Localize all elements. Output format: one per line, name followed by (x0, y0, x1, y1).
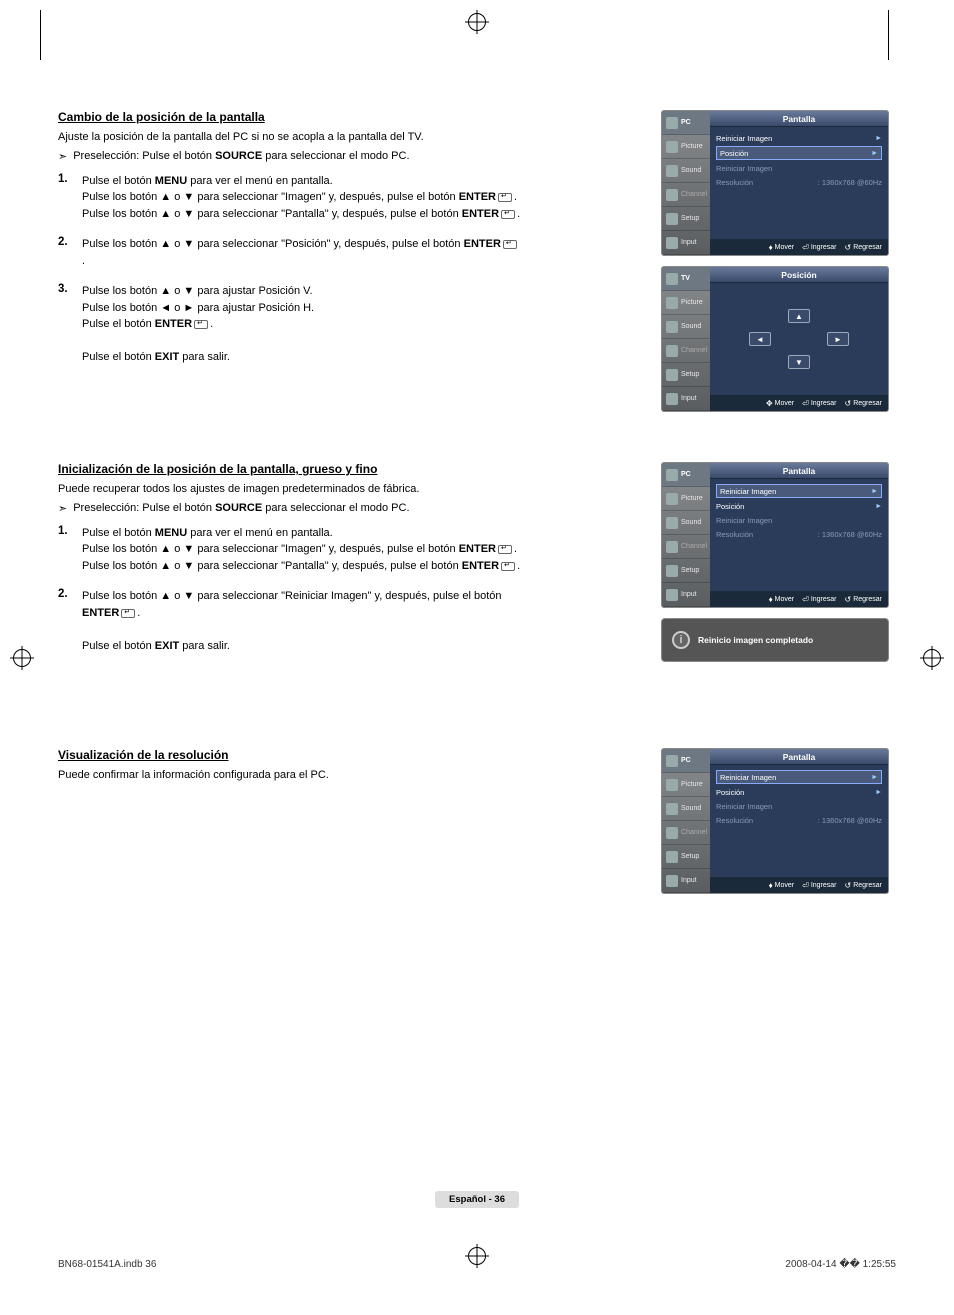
enter-icon (121, 609, 135, 618)
enter-icon (498, 193, 512, 202)
osd-pantalla-3: PC Picture Sound Channel Setup Input Pan… (661, 748, 889, 894)
osd-side-sound: Sound (662, 159, 710, 183)
osd-posicion: TV Picture Sound Channel Setup Input Pos… (661, 266, 889, 412)
step-3: 3. Pulse los botón ▲ o ▼ para ajustar Po… (58, 283, 521, 366)
section-title: Cambio de la posición de la pantalla (58, 110, 521, 124)
osd-side-channel: Channel (662, 183, 710, 207)
intro-text: Puede confirmar la información configura… (58, 768, 521, 784)
step-2: 2. Pulse los botón ▲ o ▼ para selecciona… (58, 588, 521, 654)
osd-side-setup: Setup (662, 207, 710, 231)
section-title: Inicialización de la posición de la pant… (58, 462, 521, 476)
enter-icon (498, 545, 512, 554)
message-box: i Reinicio imagen completado (661, 618, 889, 662)
info-icon: i (672, 631, 690, 649)
registration-mark-left (13, 649, 31, 667)
section-title: Visualización de la resolución (58, 748, 521, 762)
page-label: Español - 36 (435, 1191, 519, 1208)
osd-title: Pantalla (710, 111, 888, 127)
step-1: 1. Pulse el botón MENU para ver el menú … (58, 525, 521, 575)
crop-line (888, 10, 889, 60)
enter-icon (501, 210, 515, 219)
crop-line (40, 10, 41, 60)
osd-side-tv: TV (662, 267, 710, 291)
preset-line: ➣ Preselección: Pulse el botón SOURCE pa… (58, 150, 521, 163)
preset-arrow: ➣ (58, 150, 67, 163)
intro-text: Ajuste la posición de la pantalla del PC… (58, 130, 521, 146)
pos-left-icon: ◄ (749, 332, 771, 346)
pos-down-icon: ▼ (788, 355, 810, 369)
osd-side-pc: PC (662, 111, 710, 135)
enter-icon (503, 240, 517, 249)
osd-side-input: Input (662, 231, 710, 255)
enter-icon (501, 562, 515, 571)
preset-line: ➣ Preselección: Pulse el botón SOURCE pa… (58, 502, 521, 515)
pos-right-icon: ► (827, 332, 849, 346)
footer-left: BN68-01541A.indb 36 (58, 1259, 156, 1270)
osd-pantalla: PC Picture Sound Channel Setup Input Pan… (661, 110, 889, 256)
intro-text: Puede recuperar todos los ajustes de ima… (58, 482, 521, 498)
step-1: 1. Pulse el botón MENU para ver el menú … (58, 173, 521, 223)
step-2: 2. Pulse los botón ▲ o ▼ para selecciona… (58, 236, 521, 269)
footer-right: 2008-04-14 �� 1:25:55 (785, 1259, 896, 1270)
registration-mark-right (923, 649, 941, 667)
enter-icon (194, 320, 208, 329)
osd-pantalla-2: PC Picture Sound Channel Setup Input Pan… (661, 462, 889, 608)
registration-mark-top (468, 13, 486, 31)
osd-title: Posición (710, 267, 888, 283)
pos-up-icon: ▲ (788, 309, 810, 323)
osd-side-picture: Picture (662, 135, 710, 159)
